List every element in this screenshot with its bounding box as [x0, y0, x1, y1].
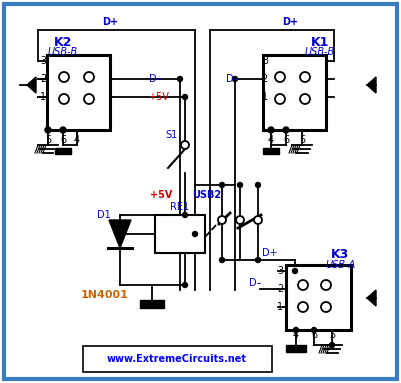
Circle shape [192, 231, 198, 236]
Bar [263, 55, 326, 130]
Text: D–: D– [149, 74, 161, 84]
Circle shape [275, 94, 285, 104]
Circle shape [84, 72, 94, 82]
Circle shape [219, 183, 225, 188]
Circle shape [59, 94, 69, 104]
Text: K2: K2 [54, 36, 72, 49]
Text: www.ExtremeCircuits.net: www.ExtremeCircuits.net [107, 354, 247, 364]
Circle shape [268, 127, 274, 133]
Text: 5: 5 [45, 135, 51, 145]
Text: 2: 2 [262, 74, 268, 84]
Text: 6: 6 [311, 330, 317, 340]
Circle shape [292, 268, 298, 273]
Text: 1N4001: 1N4001 [81, 290, 129, 300]
Polygon shape [109, 220, 131, 248]
Text: S1: S1 [166, 130, 178, 140]
Polygon shape [367, 290, 376, 306]
Text: 1: 1 [277, 302, 283, 312]
Circle shape [298, 280, 308, 290]
Circle shape [330, 342, 334, 347]
Circle shape [182, 95, 188, 100]
Bar [140, 300, 164, 308]
Text: USB-A: USB-A [325, 260, 355, 270]
Circle shape [236, 216, 244, 224]
Text: K3: K3 [331, 249, 349, 262]
Circle shape [321, 280, 331, 290]
Text: 6: 6 [283, 135, 289, 145]
Circle shape [300, 94, 310, 104]
Text: 5: 5 [329, 330, 335, 340]
Text: 3: 3 [277, 266, 283, 276]
Text: 1: 1 [262, 92, 268, 102]
Circle shape [321, 302, 331, 312]
Circle shape [254, 216, 262, 224]
Text: RE1: RE1 [170, 202, 190, 212]
Text: 4: 4 [293, 330, 299, 340]
Circle shape [59, 72, 69, 82]
Text: D1: D1 [97, 210, 111, 220]
Circle shape [178, 77, 182, 82]
Circle shape [255, 257, 261, 262]
Bar [286, 345, 306, 352]
FancyBboxPatch shape [83, 346, 272, 372]
Text: D–: D– [226, 74, 238, 84]
Text: 5: 5 [299, 135, 305, 145]
Circle shape [219, 257, 225, 262]
Circle shape [255, 183, 261, 188]
Circle shape [283, 127, 289, 133]
Circle shape [181, 141, 189, 149]
Circle shape [300, 72, 310, 82]
Circle shape [182, 213, 188, 218]
Text: 3: 3 [40, 56, 46, 66]
Text: 2: 2 [40, 74, 46, 84]
Polygon shape [27, 77, 36, 93]
Text: K1: K1 [311, 36, 329, 49]
Circle shape [294, 327, 298, 332]
Polygon shape [367, 77, 376, 93]
Circle shape [233, 77, 237, 82]
Circle shape [312, 327, 316, 332]
Text: 3: 3 [262, 56, 268, 66]
Text: 1: 1 [40, 92, 46, 102]
Text: D+: D+ [282, 17, 298, 27]
Text: 4: 4 [268, 135, 274, 145]
Circle shape [45, 127, 51, 133]
Circle shape [60, 127, 66, 133]
Bar [155, 215, 205, 253]
Circle shape [237, 183, 243, 188]
Text: USB-B: USB-B [305, 47, 335, 57]
Text: D+: D+ [102, 17, 118, 27]
Bar [263, 148, 279, 154]
Bar [47, 55, 110, 130]
Text: D+: D+ [262, 248, 278, 258]
Circle shape [298, 302, 308, 312]
Circle shape [84, 94, 94, 104]
Circle shape [275, 72, 285, 82]
Circle shape [218, 216, 226, 224]
Text: 6: 6 [60, 135, 66, 145]
Text: +5V: +5V [148, 92, 168, 102]
Text: D–: D– [249, 278, 261, 288]
Circle shape [182, 283, 188, 288]
Text: USB-B: USB-B [48, 47, 78, 57]
Bar [286, 265, 351, 330]
Text: 4: 4 [74, 135, 80, 145]
Text: 2: 2 [277, 284, 283, 294]
Text: USB2: USB2 [192, 190, 221, 200]
Text: +5V: +5V [150, 190, 172, 200]
Bar [55, 148, 71, 154]
